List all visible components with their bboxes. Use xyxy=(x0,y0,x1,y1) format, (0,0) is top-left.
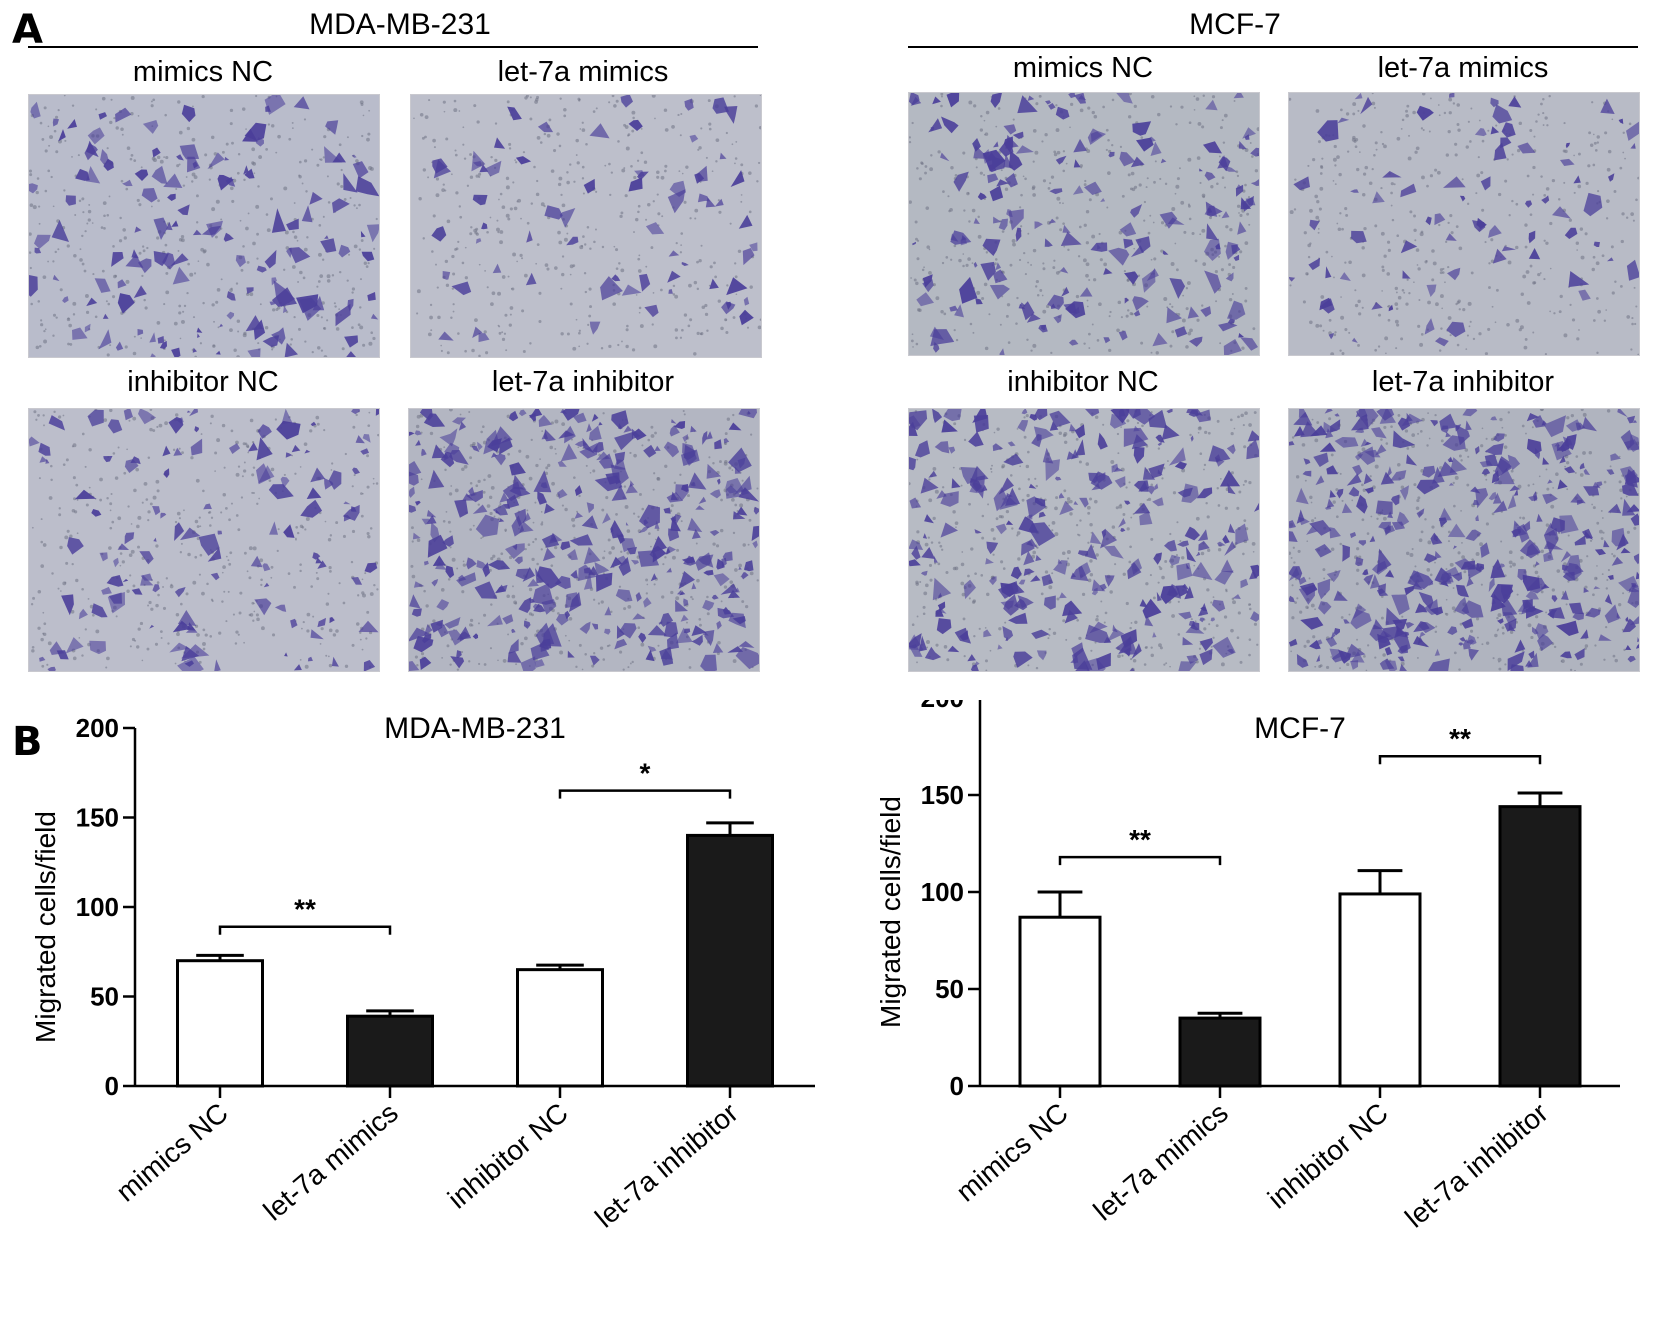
significance-label: * xyxy=(640,758,651,789)
y-tick-label: 150 xyxy=(76,803,119,833)
image-label: inhibitor NC xyxy=(1007,366,1159,398)
y-tick-label: 200 xyxy=(921,700,964,713)
micrograph-cells xyxy=(909,409,1259,671)
y-tick-label: 0 xyxy=(105,1071,119,1101)
group-title-mcf7: MCF-7 xyxy=(1189,8,1281,41)
micrograph-cells xyxy=(909,93,1259,355)
image-label: mimics NC xyxy=(132,56,274,88)
y-tick-label: 0 xyxy=(950,1071,964,1101)
bar-let-7a-mimics xyxy=(1178,1016,1262,1088)
micrograph-cells xyxy=(29,95,379,357)
image-label: let-7a inhibitor xyxy=(491,366,675,398)
x-tick-label: let-7a mimics xyxy=(258,1097,404,1227)
group-divider-mda xyxy=(28,46,758,48)
significance-label: ** xyxy=(294,894,316,925)
micrograph-cells xyxy=(1289,93,1639,355)
x-tick-label: inhibitor NC xyxy=(442,1097,574,1215)
y-tick-label: 150 xyxy=(921,780,964,810)
significance-bracket xyxy=(558,789,732,799)
x-tick-label: let-7a mimics xyxy=(1088,1097,1234,1227)
micrograph-cells xyxy=(1289,409,1639,671)
micrograph-mcf7-inhibitor-nc xyxy=(908,408,1260,672)
panel-a-group-mcf7: MCF-7 mimics NC let-7a mimics inhibitor … xyxy=(880,0,1654,680)
panel-a-group-mda: MDA-MB-231 mimics NC let-7a mimics inhib… xyxy=(0,0,800,680)
significance-bracket xyxy=(1058,855,1222,866)
bar-let-7a-inhibitor xyxy=(1498,805,1582,1088)
chart-title: MDA-MB-231 xyxy=(384,712,566,745)
bar-let-7a-inhibitor xyxy=(686,833,774,1088)
y-tick-label: 100 xyxy=(76,892,119,922)
chart-title: MCF-7 xyxy=(1254,712,1346,745)
micrograph-mda-inhibitor-nc xyxy=(28,408,380,672)
micrograph-cells xyxy=(413,95,761,357)
y-tick-label: 50 xyxy=(90,982,119,1012)
x-tick-label: let-7a inhibitor xyxy=(1399,1097,1554,1234)
group-title-mda: MDA-MB-231 xyxy=(309,8,491,41)
panel-b-letter: B xyxy=(12,719,43,765)
image-label: let-7a mimics xyxy=(497,56,669,88)
y-tick-label: 200 xyxy=(76,713,119,743)
micrograph-cells xyxy=(29,409,379,671)
significance-bracket xyxy=(1378,754,1542,765)
bar-let-7a-mimics xyxy=(346,1014,434,1088)
micrograph-mda-let7a-mimics xyxy=(410,94,762,358)
bar-mimics-NC xyxy=(176,959,264,1088)
y-tick-label: 100 xyxy=(921,877,964,907)
image-label: let-7a mimics xyxy=(1377,52,1549,84)
x-tick-label: let-7a inhibitor xyxy=(589,1097,744,1234)
micrograph-mda-mimics-nc xyxy=(28,94,380,358)
micrograph-cells xyxy=(409,409,759,671)
chart-mda-mb-231: MDA-MB-231 0 50 100 150 200 Migrated cells/fie… xyxy=(30,712,815,1234)
micrograph-mcf7-mimics-nc xyxy=(908,92,1260,356)
micrograph-mcf7-let7a-mimics xyxy=(1288,92,1640,356)
bar-mimics-NC xyxy=(1018,915,1102,1088)
panel-a-letter: A xyxy=(12,7,43,53)
y-axis-label: Migrated cells/field xyxy=(30,811,61,1043)
significance-bracket xyxy=(218,925,392,935)
micrograph-mda-let7a-inhibitor xyxy=(408,408,760,672)
image-label: let-7a inhibitor xyxy=(1371,366,1555,398)
x-tick-label: mimics NC xyxy=(950,1097,1074,1208)
y-tick-label: 50 xyxy=(935,974,964,1004)
chart-mcf7: MCF-7 0 50 100 150 200 Migrated cells/field mim… xyxy=(880,700,1620,1234)
significance-label: ** xyxy=(1449,723,1471,754)
image-label: inhibitor NC xyxy=(127,366,279,398)
bar-inhibitor-NC xyxy=(1338,892,1422,1088)
image-label: mimics NC xyxy=(1012,52,1154,84)
group-divider-mcf7 xyxy=(908,46,1638,48)
bar-inhibitor-NC xyxy=(516,968,604,1088)
significance-label: ** xyxy=(1129,824,1151,855)
x-tick-label: inhibitor NC xyxy=(1262,1097,1394,1215)
y-axis-label: Migrated cells/field xyxy=(880,796,906,1028)
micrograph-mcf7-let7a-inhibitor xyxy=(1288,408,1640,672)
x-tick-label: mimics NC xyxy=(110,1097,234,1208)
